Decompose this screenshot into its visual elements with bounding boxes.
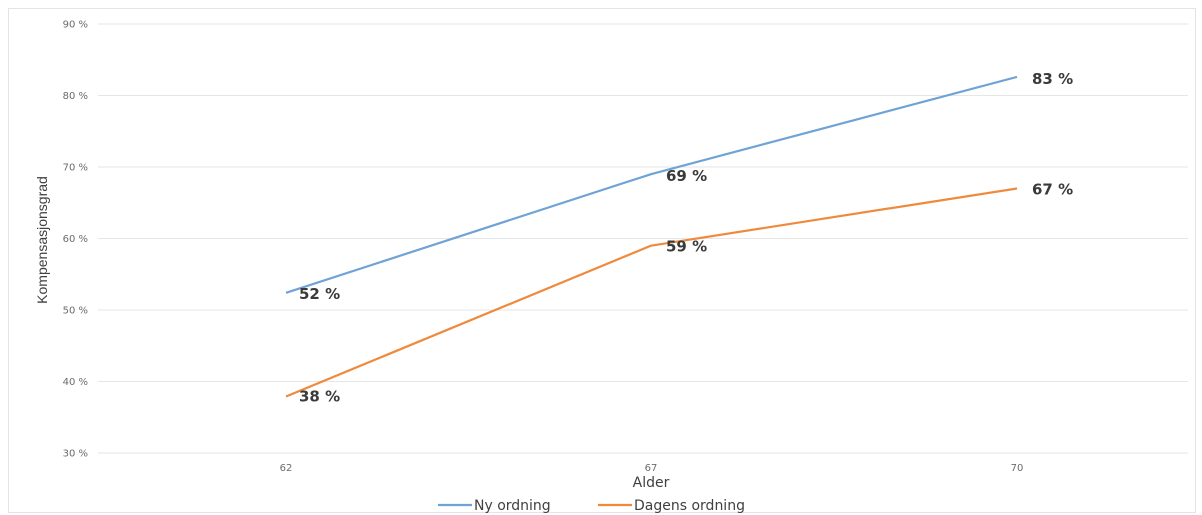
legend-item-label: Ny ordning (474, 498, 551, 514)
x-tick-label: 67 (645, 463, 658, 474)
data-labels: 52 % 69 % 83 % 38 % 59 % 67 % (299, 70, 1073, 406)
data-label: 83 % (1032, 70, 1073, 88)
y-tick-label: 60 % (63, 234, 88, 245)
series-line-dagens-ordning (285, 187, 1018, 398)
y-tick-label: 80 % (63, 91, 88, 102)
series-line-ny-ordning (285, 75, 1018, 294)
y-axis-ticks: 30 % 40 % 50 % 60 % 70 % 80 % 90 % (63, 20, 88, 460)
y-tick-label: 90 % (63, 20, 88, 31)
gridlines (98, 23, 1188, 454)
data-label: 38 % (299, 388, 340, 406)
legend-item-label: Dagens ordning (634, 498, 745, 514)
y-tick-label: 30 % (63, 449, 88, 460)
data-label: 52 % (299, 285, 340, 303)
data-label: 59 % (666, 238, 707, 256)
y-axis-label: Kompensasjonsgrad (34, 176, 50, 304)
y-tick-label: 40 % (63, 377, 88, 388)
chart-frame (8, 8, 1196, 513)
x-axis-ticks: 62 67 70 (280, 463, 1024, 474)
x-tick-label: 70 (1011, 463, 1024, 474)
data-label: 69 % (666, 167, 707, 185)
data-label: 67 % (1032, 180, 1073, 198)
x-tick-label: 62 (280, 463, 293, 474)
y-tick-label: 50 % (63, 306, 88, 317)
y-tick-label: 70 % (63, 163, 88, 174)
x-axis-label: Alder (633, 475, 670, 491)
series-lines (285, 75, 1018, 398)
legend: Ny ordning Dagens ordning (438, 498, 745, 514)
